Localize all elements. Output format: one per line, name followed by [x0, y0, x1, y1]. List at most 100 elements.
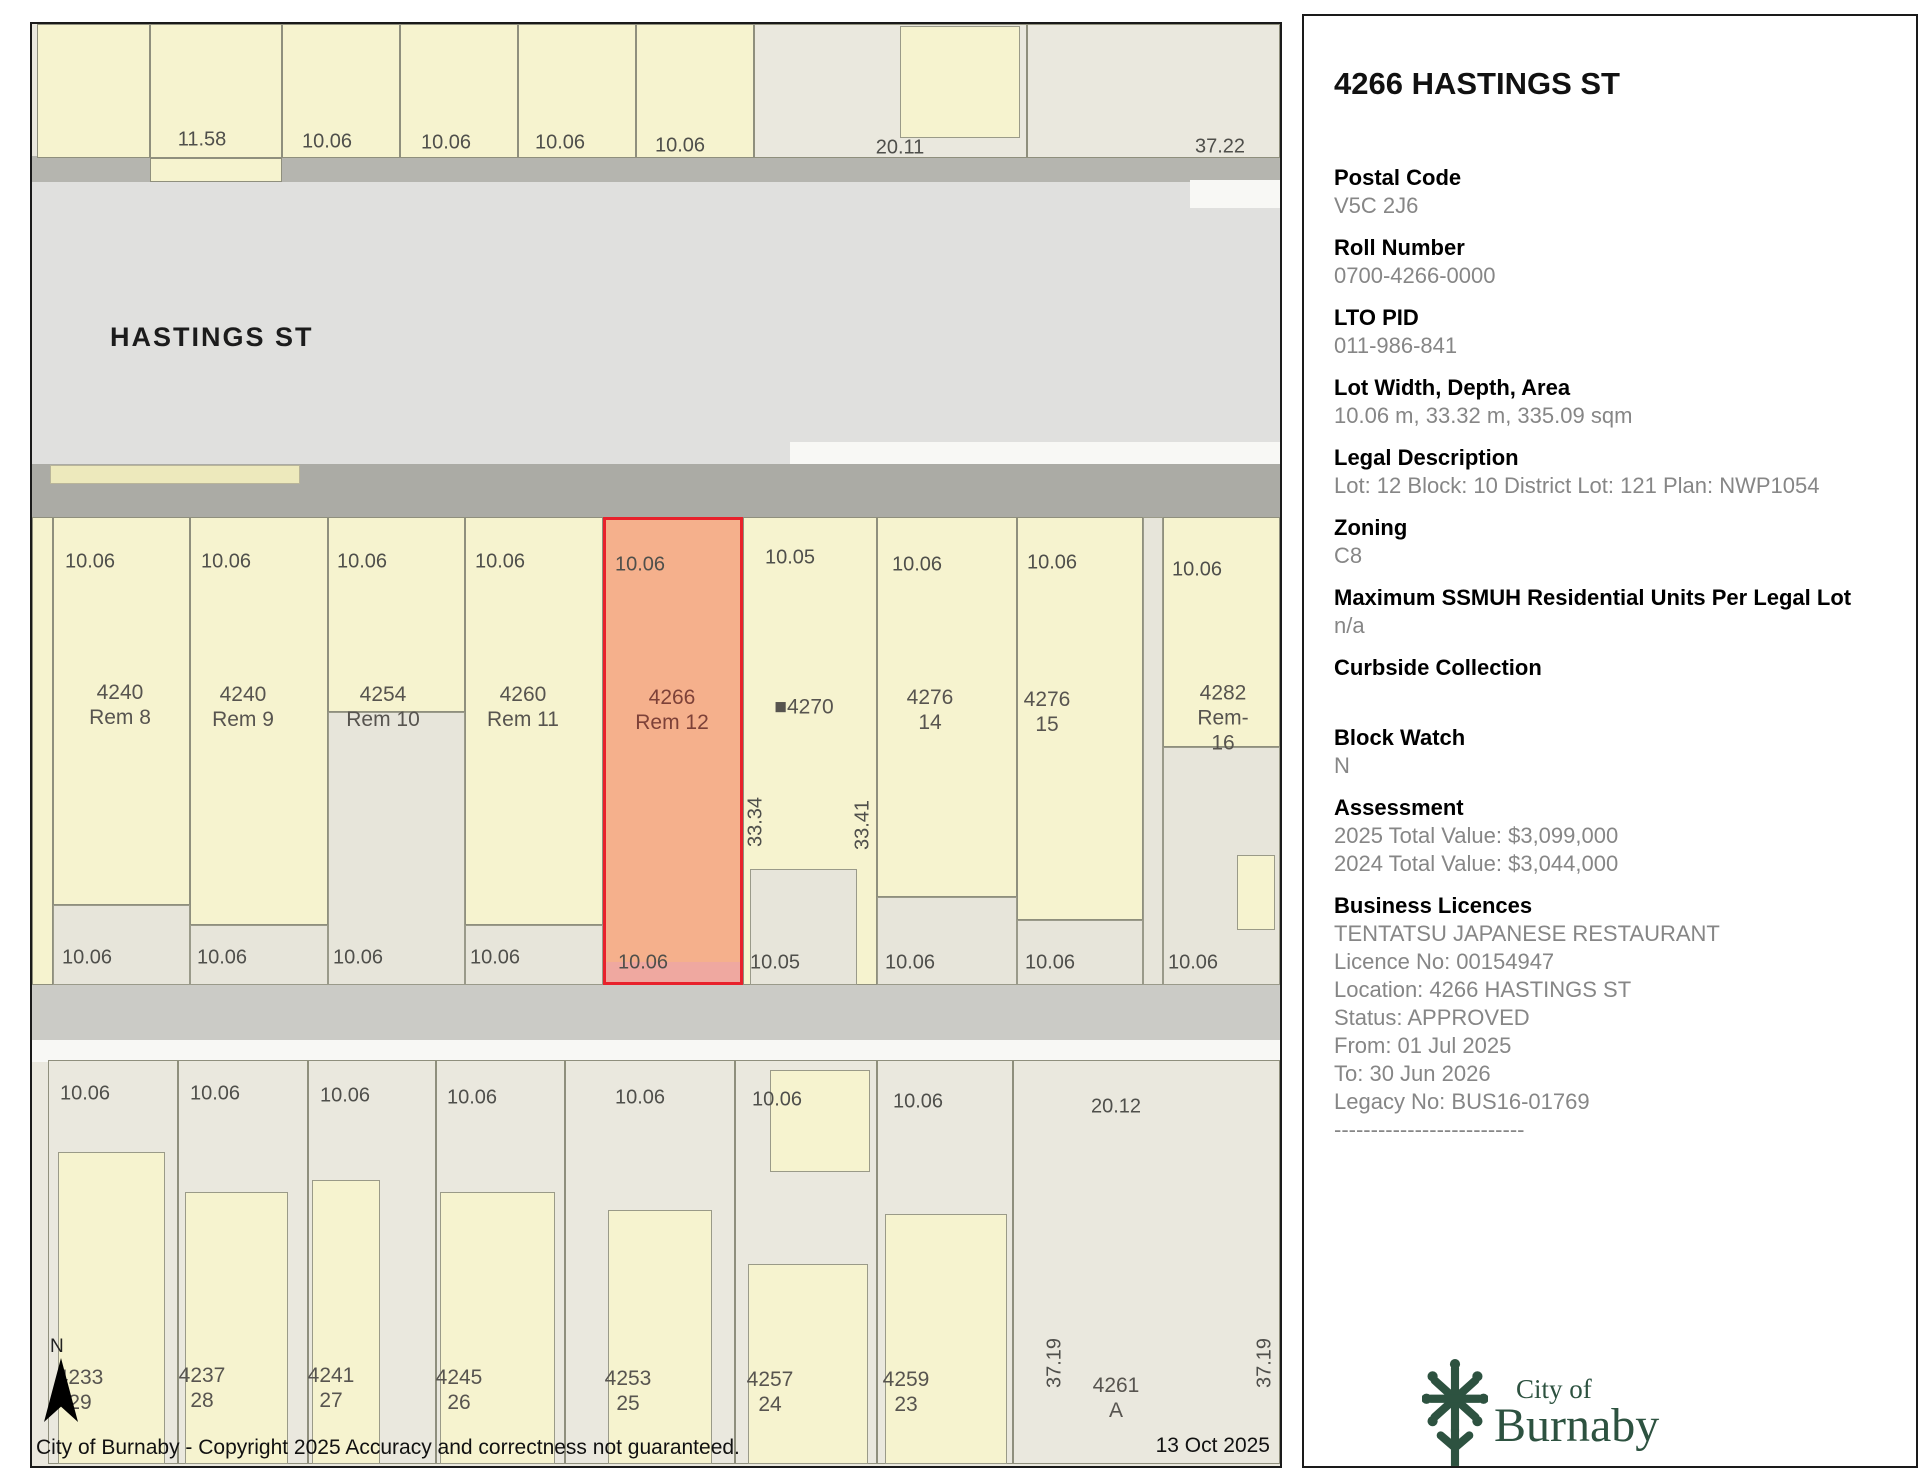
parcel-address-label: 4257 24 — [746, 1368, 794, 1416]
parcel-4240-rem8[interactable] — [53, 517, 190, 905]
building-footprint — [185, 1192, 288, 1464]
field-value: V5C 2J6 — [1334, 193, 1419, 218]
north-label: N — [50, 1336, 64, 1357]
parcel-4254-rem10[interactable] — [328, 517, 465, 712]
property-field: Block Watch N — [1334, 724, 1896, 780]
parcel[interactable] — [282, 24, 400, 158]
building-footprint — [312, 1180, 380, 1464]
map-date-text: 13 Oct 2025 — [1155, 1434, 1270, 1457]
property-field: Legal Description Lot: 12 Block: 10 Distr… — [1334, 444, 1896, 500]
field-label: Block Watch — [1334, 725, 1466, 750]
dimension-label: 10.06 — [59, 1082, 111, 1105]
sidewalk-gap — [790, 442, 1280, 464]
field-value: 0700-4266-0000 — [1334, 263, 1496, 288]
dimension-label: 10.06 — [319, 1084, 371, 1107]
parcel-4260-rem11[interactable] — [465, 517, 603, 925]
parcel[interactable] — [636, 24, 754, 158]
property-field: Zoning C8 — [1334, 514, 1896, 570]
dimension-label: 10.06 — [534, 131, 586, 154]
dimension-label: 37.22 — [1194, 135, 1246, 158]
parcel-sliver — [1143, 517, 1163, 985]
field-value: 2025 Total Value: $3,099,000 2024 Total … — [1334, 823, 1619, 876]
parcel-4276-14[interactable] — [877, 517, 1017, 897]
dimension-label: 10.05 — [749, 951, 801, 974]
field-value: Lot: 12 Block: 10 District Lot: 121 Plan… — [1334, 473, 1820, 498]
dimension-label: 10.06 — [61, 946, 113, 969]
dimension-label: 10.06 — [474, 550, 526, 573]
field-label: LTO PID — [1334, 305, 1419, 330]
rear-yard — [877, 897, 1017, 985]
rear-lane — [32, 985, 1280, 1040]
rear-lane-strip — [32, 1040, 1280, 1062]
parcel[interactable] — [518, 24, 636, 158]
dimension-label: 10.06 — [1024, 951, 1076, 974]
parcel-37-22[interactable] — [1027, 24, 1280, 158]
map-canvas[interactable]: 11.58 10.06 10.06 10.06 10.06 20.11 37.22 10.06… — [32, 24, 1280, 1466]
map-viewport[interactable]: 11.58 10.06 10.06 10.06 10.06 20.11 37.22 10.06… — [30, 22, 1282, 1468]
burnaby-tree-icon — [1422, 1359, 1488, 1466]
parcel[interactable] — [400, 24, 518, 158]
parcel-extension[interactable] — [150, 158, 282, 182]
parcel-address-label: 4259 23 — [882, 1368, 930, 1416]
rear-yard — [465, 925, 603, 985]
dimension-label: 10.06 — [200, 550, 252, 573]
parcel-sliver[interactable] — [32, 517, 53, 985]
parcel-4276-15[interactable] — [1017, 517, 1143, 920]
field-label: Maximum SSMUH Residential Units Per Lega… — [1334, 585, 1852, 610]
building-footprint — [58, 1152, 165, 1464]
building-footprint — [770, 1070, 870, 1172]
burnaby-logo-text: City of Burnaby — [1494, 1358, 1660, 1452]
dimension-label: 10.06 — [332, 946, 384, 969]
property-field: Lot Width, Depth, Area 10.06 m, 33.32 m, … — [1334, 374, 1896, 430]
selected-parcel-4266[interactable] — [603, 517, 743, 985]
property-field: Business Licences TENTATSU JAPANESE RESTA… — [1334, 892, 1896, 1144]
parcel-4282-rem16[interactable] — [1163, 517, 1280, 747]
parcel[interactable] — [37, 24, 150, 158]
property-field: LTO PID 011-986-841 — [1334, 304, 1896, 360]
parcel-4240-rem9[interactable] — [190, 517, 328, 925]
north-arrow: N — [44, 1336, 78, 1422]
parcel-4261[interactable] — [1013, 1060, 1280, 1464]
field-value: N — [1334, 753, 1350, 778]
parcel-address-label: 4245 26 — [435, 1366, 483, 1414]
rear-yard — [53, 905, 190, 985]
dimension-label: 33.41 — [851, 799, 874, 851]
dimension-label: 10.06 — [617, 951, 669, 974]
parcel-address-label: 4260 Rem 11 — [487, 683, 559, 731]
dimension-label: 10.06 — [64, 550, 116, 573]
dimension-label: 33.34 — [744, 796, 767, 848]
field-value: 011-986-841 — [1334, 333, 1458, 358]
field-label: Business Licences — [1334, 893, 1533, 918]
dimension-label: 20.12 — [1090, 1095, 1142, 1118]
parcel-address-label: 4240 Rem 8 — [89, 681, 151, 729]
parcel-address-label: 4276 15 — [1023, 688, 1071, 736]
field-label: Zoning — [1334, 515, 1408, 540]
dimension-label: 37.19 — [1253, 1337, 1276, 1389]
logo-burnaby: Burnaby — [1494, 1399, 1660, 1452]
property-fields: Postal Code V5C 2J6 Roll Number 0700-4266-0… — [1334, 164, 1896, 1144]
parcel-address-label: 4254 Rem 10 — [346, 683, 420, 731]
dimension-label: 10.05 — [764, 546, 816, 569]
dimension-label: 10.06 — [614, 1086, 666, 1109]
parcel-address-label: 4282 Rem-16 — [1197, 681, 1249, 755]
building-footprint — [608, 1210, 712, 1464]
building-footprint — [748, 1264, 868, 1464]
dimension-label: 10.06 — [614, 553, 666, 576]
rear-yard — [1017, 920, 1143, 985]
dimension-label: 37.19 — [1043, 1337, 1066, 1389]
property-field: Roll Number 0700-4266-0000 — [1334, 234, 1896, 290]
dimension-label: 10.06 — [1026, 551, 1078, 574]
sidewalk-gap — [1190, 180, 1280, 208]
property-info-panel: 4266 HASTINGS ST Postal Code V5C 2J6 Roll … — [1302, 14, 1918, 1468]
rear-yard — [750, 869, 857, 985]
dimension-label: 10.06 — [196, 946, 248, 969]
burnaby-logo: City of Burnaby — [1422, 1358, 1659, 1468]
parcel-11-58[interactable] — [150, 24, 282, 158]
dimension-label: 10.06 — [892, 1090, 944, 1113]
rear-yard — [328, 712, 465, 985]
parcel-address-label: 4266 Rem 12 — [635, 686, 709, 734]
field-label: Assessment — [1334, 795, 1464, 820]
logo-city-of: City of — [1516, 1374, 1592, 1404]
dimension-label: 10.06 — [469, 946, 521, 969]
field-label: Legal Description — [1334, 445, 1519, 470]
